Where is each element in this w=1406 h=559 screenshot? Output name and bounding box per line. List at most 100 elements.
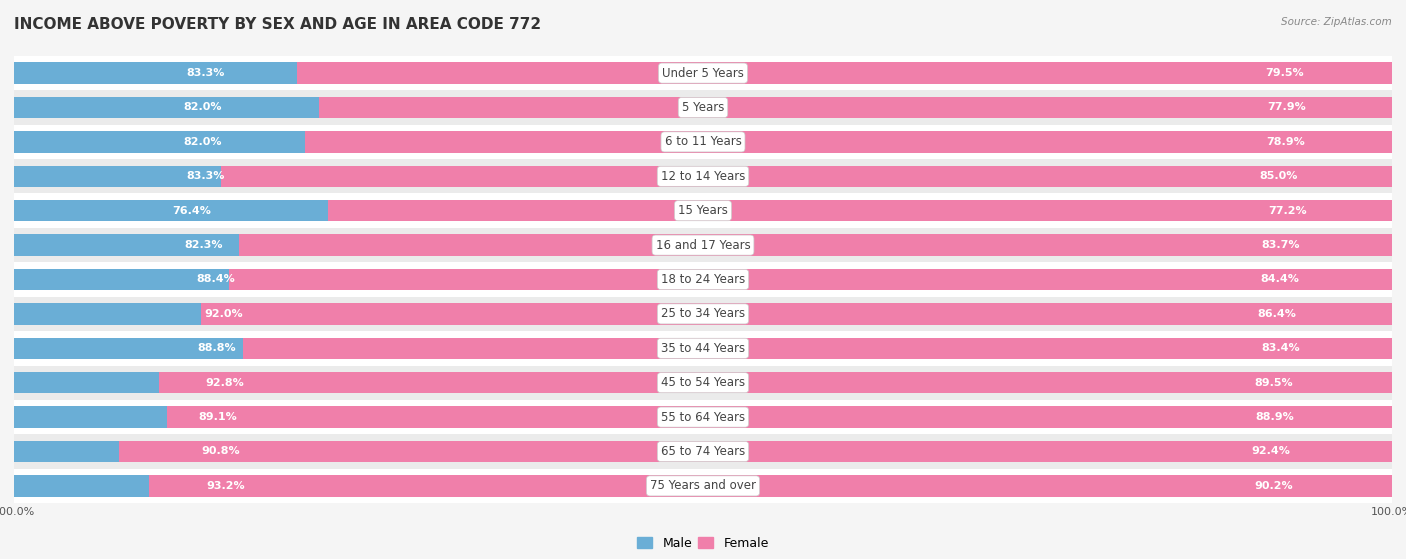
- Bar: [201, 303, 1282, 325]
- Bar: [14, 372, 1292, 394]
- Text: 18 to 24 Years: 18 to 24 Years: [661, 273, 745, 286]
- Bar: [14, 131, 1144, 153]
- Text: 86.4%: 86.4%: [1258, 309, 1296, 319]
- Text: 78.9%: 78.9%: [1267, 137, 1305, 147]
- Text: 85.0%: 85.0%: [1260, 171, 1298, 181]
- Bar: [1241, 406, 1392, 428]
- Bar: [14, 366, 1392, 400]
- Bar: [328, 200, 1067, 221]
- Bar: [14, 269, 1232, 290]
- Text: 35 to 44 Years: 35 to 44 Years: [661, 342, 745, 355]
- Text: 79.5%: 79.5%: [1265, 68, 1305, 78]
- Bar: [118, 441, 1265, 462]
- Bar: [14, 200, 1067, 221]
- Bar: [14, 228, 1392, 262]
- Bar: [14, 434, 1392, 468]
- Bar: [159, 372, 1292, 394]
- Bar: [1149, 234, 1392, 256]
- Bar: [1144, 131, 1392, 153]
- Text: 90.2%: 90.2%: [1254, 481, 1292, 491]
- Bar: [14, 159, 1392, 193]
- Text: 75 Years and over: 75 Years and over: [650, 480, 756, 492]
- Bar: [1067, 200, 1392, 221]
- Bar: [1232, 269, 1392, 290]
- Bar: [1292, 372, 1392, 394]
- Bar: [14, 193, 1392, 228]
- Bar: [229, 269, 1392, 290]
- Bar: [328, 200, 1392, 221]
- Bar: [297, 63, 1392, 84]
- Bar: [167, 406, 1392, 428]
- Bar: [1144, 97, 1392, 118]
- Bar: [167, 406, 1241, 428]
- Bar: [201, 303, 1392, 325]
- Bar: [14, 297, 1392, 331]
- Bar: [14, 165, 1161, 187]
- Text: 82.0%: 82.0%: [184, 137, 222, 147]
- Bar: [305, 131, 1144, 153]
- Bar: [1237, 338, 1392, 359]
- Bar: [305, 131, 1392, 153]
- Text: 82.3%: 82.3%: [184, 240, 222, 250]
- Bar: [14, 125, 1392, 159]
- Bar: [149, 475, 1392, 496]
- Bar: [14, 56, 1392, 91]
- Bar: [1161, 63, 1392, 84]
- Bar: [149, 475, 1298, 496]
- Bar: [14, 406, 1241, 428]
- Bar: [239, 234, 1149, 256]
- Bar: [1161, 165, 1392, 187]
- Bar: [243, 338, 1392, 359]
- Text: 77.9%: 77.9%: [1267, 102, 1306, 112]
- Bar: [14, 97, 1144, 118]
- Text: 90.8%: 90.8%: [201, 447, 240, 457]
- Bar: [221, 165, 1392, 187]
- Bar: [118, 441, 1392, 462]
- Text: 92.0%: 92.0%: [204, 309, 243, 319]
- Text: 92.4%: 92.4%: [1251, 447, 1291, 457]
- Text: 89.5%: 89.5%: [1254, 378, 1294, 388]
- Bar: [14, 475, 1298, 496]
- Bar: [14, 331, 1392, 366]
- Text: 65 to 74 Years: 65 to 74 Years: [661, 445, 745, 458]
- Bar: [14, 441, 1265, 462]
- Bar: [239, 234, 1392, 256]
- Bar: [14, 262, 1392, 297]
- Text: 82.0%: 82.0%: [184, 102, 222, 112]
- Text: Source: ZipAtlas.com: Source: ZipAtlas.com: [1281, 17, 1392, 27]
- Bar: [221, 165, 1161, 187]
- Bar: [159, 372, 1392, 394]
- Text: 92.8%: 92.8%: [205, 378, 245, 388]
- Text: 55 to 64 Years: 55 to 64 Years: [661, 411, 745, 424]
- Bar: [14, 234, 1149, 256]
- Bar: [243, 338, 1237, 359]
- Text: 83.3%: 83.3%: [186, 68, 225, 78]
- Bar: [1298, 475, 1392, 496]
- Text: 89.1%: 89.1%: [198, 412, 238, 422]
- Bar: [319, 97, 1392, 118]
- Text: 25 to 34 Years: 25 to 34 Years: [661, 307, 745, 320]
- Bar: [319, 97, 1144, 118]
- Bar: [14, 338, 1237, 359]
- Text: INCOME ABOVE POVERTY BY SEX AND AGE IN AREA CODE 772: INCOME ABOVE POVERTY BY SEX AND AGE IN A…: [14, 17, 541, 32]
- Text: 84.4%: 84.4%: [1260, 274, 1299, 285]
- Text: 83.4%: 83.4%: [1261, 343, 1301, 353]
- Bar: [14, 91, 1392, 125]
- Bar: [14, 468, 1392, 503]
- Text: 76.4%: 76.4%: [172, 206, 211, 216]
- Text: 88.4%: 88.4%: [197, 274, 236, 285]
- Bar: [297, 63, 1161, 84]
- Text: 77.2%: 77.2%: [1268, 206, 1306, 216]
- Bar: [14, 303, 1282, 325]
- Text: 88.9%: 88.9%: [1256, 412, 1294, 422]
- Text: 15 Years: 15 Years: [678, 204, 728, 217]
- Text: 45 to 54 Years: 45 to 54 Years: [661, 376, 745, 389]
- Text: 12 to 14 Years: 12 to 14 Years: [661, 170, 745, 183]
- Bar: [229, 269, 1232, 290]
- Text: Under 5 Years: Under 5 Years: [662, 67, 744, 79]
- Text: 88.8%: 88.8%: [198, 343, 236, 353]
- Text: 83.7%: 83.7%: [1261, 240, 1299, 250]
- Text: 16 and 17 Years: 16 and 17 Years: [655, 239, 751, 252]
- Bar: [1282, 303, 1392, 325]
- Text: 83.3%: 83.3%: [186, 171, 225, 181]
